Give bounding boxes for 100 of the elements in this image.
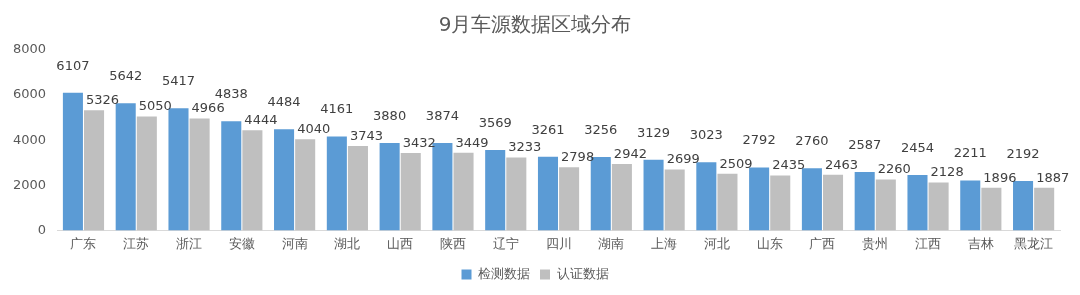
x-tick-label: 辽宁 <box>492 235 519 251</box>
y-tick-label: 4000 <box>12 131 47 147</box>
bar <box>115 103 136 231</box>
y-tick-label: 2000 <box>12 176 47 192</box>
bar <box>981 187 1002 231</box>
chart-title: 9月车源数据区域分布 <box>438 12 632 37</box>
x-tick-label: 江苏 <box>123 235 150 251</box>
x-tick-label: 山东 <box>756 235 783 251</box>
x-tick-label: 安徽 <box>228 235 255 251</box>
data-label: 3874 <box>425 107 459 123</box>
bar <box>136 116 157 231</box>
data-label: 2798 <box>561 149 595 165</box>
bar <box>379 142 400 231</box>
bar <box>326 136 347 231</box>
data-label: 2435 <box>772 157 806 173</box>
bar <box>485 149 506 231</box>
y-tick-label: 0 <box>37 221 47 237</box>
bar <box>960 180 981 231</box>
data-label: 4838 <box>214 86 248 102</box>
data-label: 3023 <box>689 127 723 143</box>
data-label: 3569 <box>478 114 512 130</box>
data-label: 2699 <box>666 151 700 167</box>
bar <box>643 159 664 231</box>
data-label: 5050 <box>138 98 172 114</box>
x-tick-label: 河南 <box>281 235 308 251</box>
x-tick-label: 陕西 <box>439 235 466 251</box>
y-tick-label: 6000 <box>12 86 47 102</box>
bar <box>295 139 316 231</box>
bar <box>400 153 421 231</box>
legend-label: 检测数据 <box>478 265 530 281</box>
data-label: 3449 <box>455 134 489 150</box>
bar <box>801 168 822 231</box>
data-label: 5326 <box>86 92 120 108</box>
data-label: 2942 <box>613 145 647 161</box>
bar <box>611 164 632 231</box>
data-label: 3261 <box>531 121 565 137</box>
data-label: 2192 <box>1006 145 1040 161</box>
x-tick-label: 黑龙江 <box>1014 235 1054 251</box>
x-tick-label: 广东 <box>70 235 97 251</box>
x-tick-label: 贵州 <box>862 235 889 251</box>
bar <box>749 167 770 231</box>
data-label: 2463 <box>825 156 859 172</box>
data-label: 2260 <box>877 161 911 177</box>
data-label: 1887 <box>1036 169 1070 185</box>
data-label: 2211 <box>953 145 987 161</box>
x-tick-label: 江西 <box>915 235 942 251</box>
bar <box>506 157 527 231</box>
data-label: 2128 <box>930 164 964 180</box>
bar <box>62 92 83 231</box>
bar <box>168 108 189 231</box>
data-label: 2454 <box>900 139 935 155</box>
data-label: 4444 <box>244 112 278 128</box>
data-label: 3129 <box>637 124 671 140</box>
data-label: 4966 <box>191 100 225 116</box>
data-label: 2587 <box>848 136 882 152</box>
bar <box>1013 180 1034 231</box>
x-tick-label: 湖南 <box>598 235 625 251</box>
x-tick-label: 河北 <box>703 235 730 251</box>
data-label: 3256 <box>584 121 618 137</box>
data-label: 5642 <box>109 68 143 84</box>
data-label: 2760 <box>795 133 829 149</box>
bar <box>854 172 875 231</box>
bar <box>347 146 368 231</box>
data-label: 6107 <box>56 57 90 73</box>
data-label: 2792 <box>742 132 776 148</box>
bar <box>84 110 105 231</box>
bar <box>907 175 928 231</box>
legend-label: 认证数据 <box>556 265 609 281</box>
data-label: 1896 <box>983 169 1017 185</box>
x-tick-label: 浙江 <box>176 235 203 251</box>
data-label: 4040 <box>297 121 331 137</box>
bar <box>189 118 210 231</box>
bar <box>537 156 559 231</box>
x-tick-label: 吉林 <box>967 235 994 251</box>
bar <box>696 162 717 231</box>
x-tick-label: 四川 <box>545 235 572 251</box>
data-label: 4484 <box>267 94 301 110</box>
data-label: 3233 <box>508 139 542 155</box>
bar <box>928 182 949 231</box>
data-label: 3880 <box>373 107 407 123</box>
bar <box>717 173 738 231</box>
bar <box>559 167 580 231</box>
data-label: 3432 <box>402 134 436 150</box>
x-tick-label: 湖北 <box>334 235 361 251</box>
bar <box>823 174 844 231</box>
data-label: 2509 <box>719 155 753 171</box>
bar <box>274 129 295 231</box>
data-label: 3743 <box>349 127 384 143</box>
bar <box>770 175 791 231</box>
bar <box>664 169 685 231</box>
x-tick-label: 上海 <box>651 235 678 251</box>
data-label: 4161 <box>320 101 354 117</box>
bar <box>242 130 263 231</box>
bar <box>453 152 474 231</box>
x-tick-label: 山西 <box>387 235 414 251</box>
x-tick-label: 广西 <box>809 235 836 251</box>
y-tick-label: 8000 <box>12 41 47 57</box>
data-label: 5417 <box>161 73 196 89</box>
bar <box>1034 187 1055 231</box>
bar <box>875 179 896 231</box>
